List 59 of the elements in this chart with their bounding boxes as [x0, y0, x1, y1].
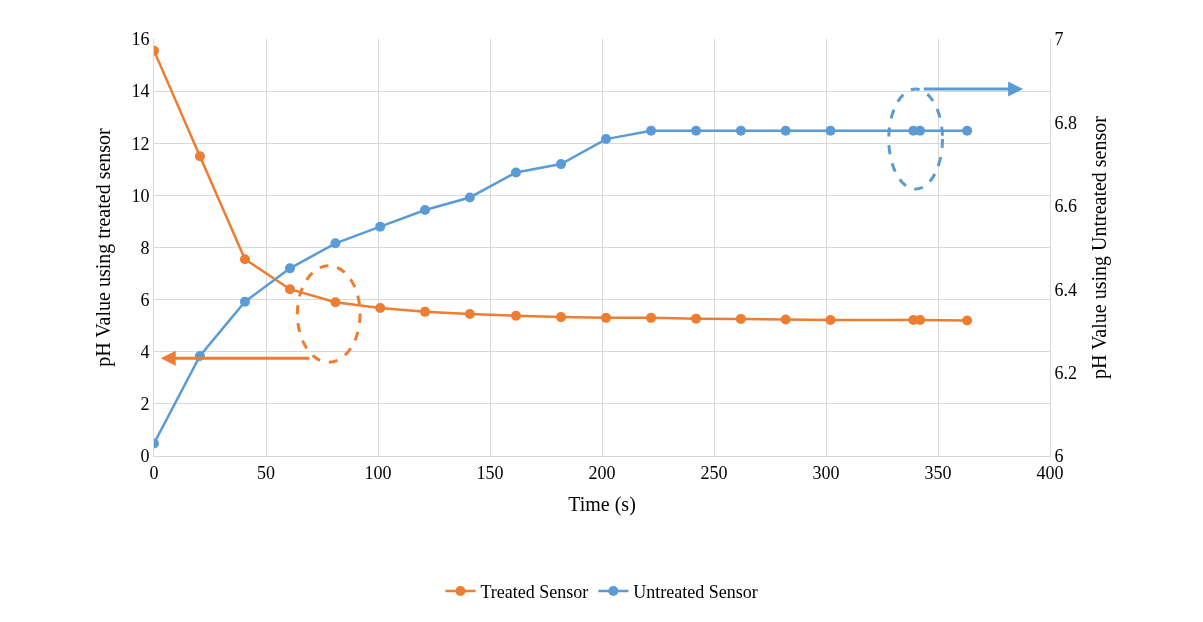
point — [915, 125, 926, 136]
y-tick-label: 2 — [140, 394, 150, 415]
x-axis-title: Time (s) — [568, 493, 636, 517]
point — [556, 312, 567, 323]
y-tick-label: 14 — [131, 81, 150, 102]
legend-label: Untreated Sensor — [633, 581, 758, 602]
point — [375, 302, 386, 313]
legend-label: Treated Sensor — [480, 581, 589, 602]
point — [780, 125, 791, 136]
y-tick-label: 4 — [140, 342, 150, 363]
y2-tick-label: 6.2 — [1054, 362, 1078, 383]
point — [691, 313, 702, 324]
point — [284, 284, 295, 295]
y2-tick-label: 6.6 — [1054, 196, 1078, 217]
y2-tick-label: 7 — [1054, 29, 1064, 50]
y-tick-label: 16 — [131, 29, 150, 50]
point — [825, 314, 836, 325]
point — [284, 263, 295, 274]
point — [420, 204, 431, 215]
point — [239, 296, 250, 307]
point — [510, 167, 521, 178]
point — [375, 221, 386, 232]
point — [330, 238, 341, 249]
x-tick-label: 250 — [700, 462, 728, 483]
x-tick-label: 50 — [257, 462, 275, 483]
point — [556, 159, 567, 170]
y2-tick-label: 6.8 — [1054, 112, 1078, 133]
y-tick-label: 10 — [131, 185, 150, 206]
point — [962, 125, 973, 136]
point — [962, 315, 973, 326]
y-tick-label: 8 — [140, 237, 150, 258]
point — [915, 314, 926, 325]
y-tick-label: 0 — [140, 446, 150, 467]
y2-tick-label: 6.4 — [1054, 279, 1078, 300]
point — [420, 306, 431, 317]
point — [735, 313, 746, 324]
y-axis-title: pH Value using treated sensor — [91, 127, 115, 367]
x-tick-label: 150 — [476, 462, 504, 483]
y2-axis-title: pH Value using Untreated sensor — [1087, 115, 1111, 379]
point — [601, 312, 612, 323]
point — [646, 125, 657, 136]
point — [194, 151, 205, 162]
y-tick-label: 6 — [140, 289, 150, 310]
x-tick-label: 200 — [588, 462, 616, 483]
point — [646, 312, 657, 323]
x-tick-label: 350 — [924, 462, 952, 483]
point — [780, 314, 791, 325]
point — [825, 125, 836, 136]
point — [464, 308, 475, 319]
point — [464, 192, 475, 203]
point — [510, 310, 521, 321]
point — [330, 297, 341, 308]
point — [239, 254, 250, 265]
point — [601, 134, 612, 145]
x-tick-label: 300 — [812, 462, 840, 483]
x-tick-label: 100 — [364, 462, 392, 483]
point — [691, 125, 702, 136]
point — [735, 125, 746, 136]
y-tick-label: 12 — [131, 133, 150, 154]
